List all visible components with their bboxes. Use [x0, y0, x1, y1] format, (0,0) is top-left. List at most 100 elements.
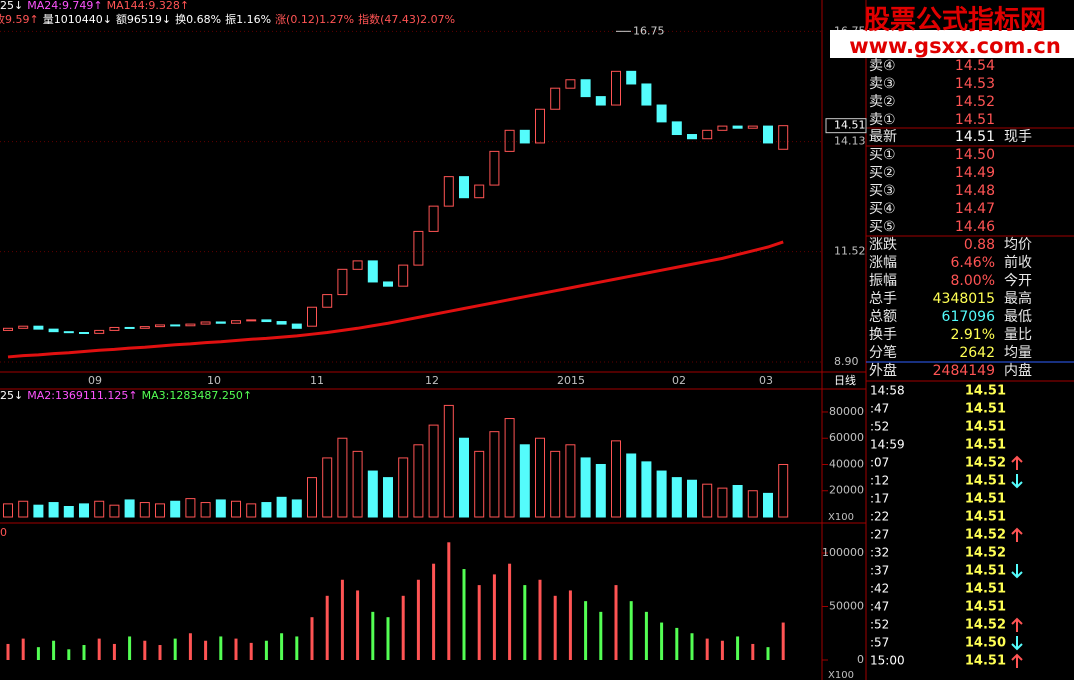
- candle-down: [276, 321, 287, 325]
- bar: [6, 643, 10, 660]
- ob-label: 振幅: [869, 273, 897, 289]
- bar: [432, 563, 436, 660]
- tick-price: 14.51: [965, 420, 1006, 435]
- ob-value: 14.48: [955, 183, 995, 199]
- tick-time: :47: [870, 402, 889, 416]
- bar: [124, 499, 135, 518]
- tick-price: 14.51: [965, 474, 1006, 489]
- ob-label: 外盘: [869, 362, 897, 379]
- ob-value: 2.91%: [951, 327, 995, 343]
- candle-up: [109, 326, 120, 331]
- tick-time: :47: [870, 600, 889, 614]
- logo-url: www.gsxx.com.cn: [849, 34, 1061, 58]
- bar: [538, 579, 542, 660]
- bar: [751, 643, 755, 660]
- x-tick-label: 03: [759, 374, 773, 387]
- header-item: 换0.68%: [175, 12, 221, 26]
- bar: [720, 640, 724, 660]
- bar: [170, 500, 181, 518]
- high-annotation: 16.75: [633, 24, 665, 37]
- candle-up: [565, 79, 576, 89]
- bar: [337, 437, 348, 518]
- tick-time: 14:58: [870, 384, 905, 398]
- bar: [249, 642, 253, 660]
- y-tick-label: 14.13: [834, 135, 866, 148]
- bar: [185, 498, 196, 518]
- bar: [367, 470, 378, 518]
- bar: [477, 585, 481, 660]
- bar: [553, 595, 557, 660]
- bar: [276, 496, 287, 518]
- ob-value: 14.49: [955, 165, 995, 181]
- bar: [580, 457, 591, 518]
- ma-line: [7, 240, 784, 359]
- bar: [732, 484, 743, 518]
- last-price: 14.51: [834, 119, 866, 132]
- candle-up: [489, 150, 500, 186]
- ob-label: 买④: [869, 201, 896, 217]
- bar: [462, 569, 466, 660]
- candle-up: [352, 260, 363, 270]
- candle-down: [626, 70, 637, 85]
- candle-up: [18, 325, 29, 329]
- x-tick-label: 12: [425, 374, 439, 387]
- x-tick-label: 2015: [557, 374, 585, 387]
- header-line: 25↓ MA24:9.749↑ MA144:9.328↑: [0, 0, 189, 12]
- bar: [204, 640, 208, 660]
- bar: [535, 437, 545, 518]
- x-tick-label: 09: [88, 374, 102, 387]
- bar: [736, 636, 740, 660]
- ob-value: 2484149: [933, 363, 995, 379]
- bar: [614, 585, 618, 660]
- bar: [626, 453, 637, 518]
- bar: [188, 633, 192, 660]
- bar: [611, 440, 621, 518]
- ob-right: 内盘: [1004, 362, 1032, 379]
- candle-up: [307, 306, 317, 327]
- candle-down: [641, 83, 652, 106]
- ob-value: 617096: [942, 309, 996, 325]
- tick-price: 14.51: [965, 402, 1006, 417]
- tick-price: 14.52: [965, 456, 1006, 471]
- ob-value: 8.00%: [951, 273, 995, 289]
- bar: [519, 444, 530, 518]
- ob-right: 最高: [1004, 290, 1032, 307]
- bar: [550, 450, 561, 518]
- bar: [717, 487, 728, 518]
- bar: [112, 643, 116, 660]
- bar: [675, 627, 679, 660]
- arrow-up: [1011, 527, 1023, 542]
- candle-up: [611, 70, 621, 106]
- header-item: 振1.16%: [225, 12, 271, 26]
- ob-value: 4348015: [933, 291, 995, 307]
- bar: [428, 424, 439, 518]
- bar: [492, 574, 496, 660]
- candle-up: [535, 108, 545, 144]
- candle-up: [717, 125, 728, 131]
- ob-value: 14.51: [955, 129, 995, 145]
- bar: [565, 444, 576, 518]
- bar: [508, 563, 512, 660]
- tick-time: :27: [870, 528, 889, 542]
- last-price-box: [825, 118, 867, 134]
- candle-up: [413, 230, 424, 266]
- y-tick-label: 60000: [829, 431, 864, 444]
- candle-up: [185, 323, 196, 327]
- header-item: MA3:1283487.250↑: [142, 389, 252, 402]
- bar: [644, 611, 648, 660]
- bar: [356, 590, 360, 660]
- tick-time: 15:00: [870, 654, 905, 668]
- arrow-up: [1011, 617, 1023, 632]
- bar: [234, 638, 238, 660]
- candle-up: [504, 129, 515, 152]
- x-tick-label: 11: [310, 374, 324, 387]
- bar: [139, 502, 150, 518]
- bar: [82, 645, 86, 660]
- ob-label: 卖②: [869, 94, 896, 110]
- candle-down: [687, 134, 697, 140]
- ob-right: 均量: [1004, 345, 1032, 361]
- ob-label: 买②: [869, 165, 896, 181]
- bar: [702, 483, 713, 518]
